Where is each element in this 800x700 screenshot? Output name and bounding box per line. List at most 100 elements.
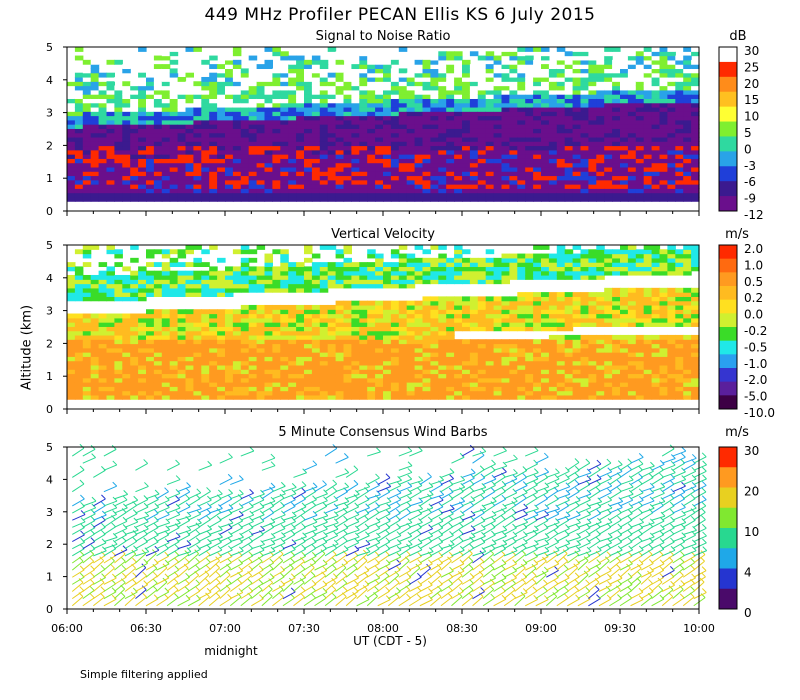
snr-cell xyxy=(612,111,621,117)
snr-cell xyxy=(296,98,305,104)
snr-cell xyxy=(659,106,668,112)
snr-cell xyxy=(509,149,518,155)
velocity-cell xyxy=(572,334,582,340)
velocity-cell xyxy=(406,309,416,315)
velocity-cell xyxy=(414,262,424,268)
velocity-cell xyxy=(248,369,258,375)
snr-cell xyxy=(643,115,653,121)
snr-cell xyxy=(146,124,155,129)
snr-cell xyxy=(296,141,305,147)
velocity-cell xyxy=(635,270,645,276)
snr-cell xyxy=(612,149,621,155)
snr-cell xyxy=(74,81,84,87)
velocity-cell xyxy=(430,326,439,332)
velocity-cell xyxy=(643,266,653,272)
snr-cell xyxy=(541,64,550,70)
velocity-cell xyxy=(564,352,574,357)
snr-cell xyxy=(193,111,202,117)
snr-cell xyxy=(383,145,392,151)
snr-cell xyxy=(683,76,692,82)
snr-cell xyxy=(343,85,352,91)
snr-cell xyxy=(217,141,226,147)
velocity-cell xyxy=(580,347,589,353)
velocity-cell xyxy=(604,382,613,387)
snr-cell xyxy=(177,111,187,117)
velocity-cell xyxy=(422,309,431,315)
velocity-cell xyxy=(572,309,582,315)
snr-cell xyxy=(667,166,676,172)
snr-cell xyxy=(446,89,455,95)
snr-cell xyxy=(185,196,194,202)
snr-cell xyxy=(319,76,329,82)
snr-cell xyxy=(351,111,360,117)
velocity-cell xyxy=(541,309,550,315)
velocity-cell xyxy=(193,369,202,375)
snr-cell xyxy=(272,128,281,134)
snr-cell xyxy=(272,192,281,198)
velocity-cell xyxy=(438,245,447,250)
snr-cell xyxy=(272,184,281,189)
snr-cell xyxy=(335,149,345,155)
velocity-cell xyxy=(564,360,574,366)
velocity-cell xyxy=(169,347,179,353)
snr-cell xyxy=(114,154,123,159)
snr-cell xyxy=(375,102,384,108)
velocity-cell xyxy=(462,347,471,353)
velocity-cell xyxy=(659,253,668,259)
velocity-cell xyxy=(335,390,345,396)
velocity-cell xyxy=(501,360,510,366)
velocity-cell xyxy=(153,394,163,400)
snr-cell xyxy=(509,64,518,70)
snr-cell xyxy=(627,106,637,112)
snr-cell xyxy=(193,175,202,181)
snr-cell xyxy=(161,89,171,95)
velocity-cell xyxy=(620,390,629,396)
snr-cell xyxy=(556,106,566,112)
velocity-cell xyxy=(248,356,258,362)
snr-cell xyxy=(477,154,487,159)
velocity-cell xyxy=(643,296,653,302)
snr-cell xyxy=(627,179,637,185)
velocity-cell xyxy=(280,313,289,319)
snr-cell xyxy=(493,124,503,129)
velocity-cell xyxy=(161,343,171,349)
velocity-cell xyxy=(114,356,123,362)
snr-cell xyxy=(501,171,510,177)
velocity-cell xyxy=(90,386,100,392)
snr-cell xyxy=(138,141,147,147)
snr-cell xyxy=(683,85,692,91)
snr-cell xyxy=(588,145,597,151)
snr-cell xyxy=(280,115,289,121)
velocity-cell xyxy=(106,296,115,302)
velocity-cell xyxy=(469,339,479,345)
velocity-cell xyxy=(485,386,495,392)
snr-cell xyxy=(130,94,139,99)
velocity-cell xyxy=(327,266,337,272)
velocity-cell xyxy=(383,360,392,366)
snr-cell xyxy=(232,158,242,164)
snr-cell xyxy=(691,106,700,112)
snr-cell xyxy=(683,68,692,74)
snr-cell xyxy=(691,51,700,57)
velocity-cell xyxy=(454,270,463,276)
snr-cell xyxy=(564,132,574,138)
velocity-cell xyxy=(67,274,76,280)
snr-cell xyxy=(280,94,289,99)
snr-cell xyxy=(327,141,337,147)
velocity-cell xyxy=(675,373,684,379)
snr-cell xyxy=(130,128,139,134)
velocity-cell xyxy=(517,360,526,366)
snr-cell xyxy=(217,188,226,194)
velocity-cell xyxy=(493,343,503,349)
velocity-cell xyxy=(612,309,621,315)
velocity-cell xyxy=(556,334,566,340)
velocity-cell xyxy=(351,300,360,306)
velocity-cell xyxy=(98,292,108,297)
snr-cell xyxy=(90,132,100,138)
velocity-cell xyxy=(201,279,210,285)
snr-cell xyxy=(130,89,139,95)
snr-cell xyxy=(556,192,566,198)
snr-cell xyxy=(627,141,637,147)
snr-cell xyxy=(548,102,558,108)
